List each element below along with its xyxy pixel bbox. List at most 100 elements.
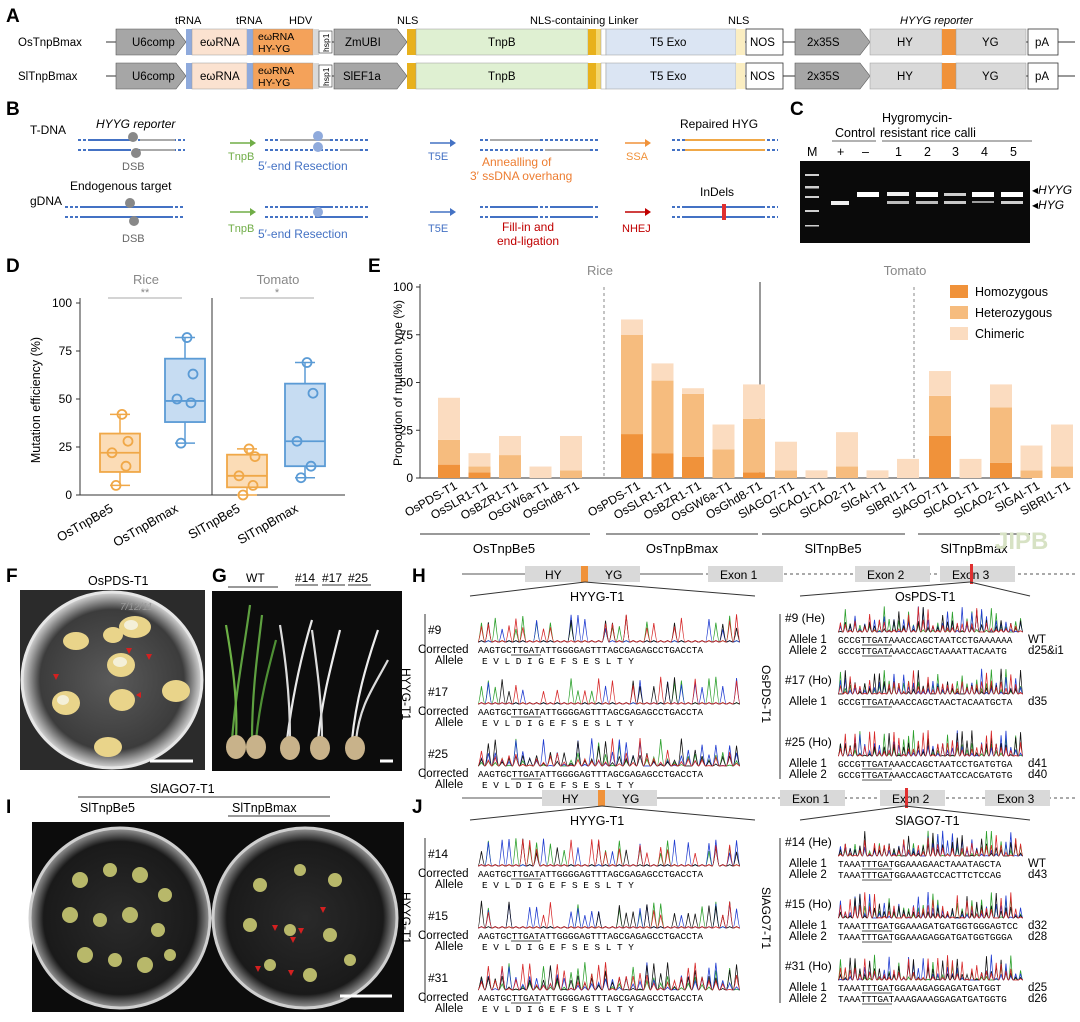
y-tick-label: 25: [59, 440, 73, 454]
nhej-label: NHEJ: [622, 223, 651, 235]
hy-region: [525, 566, 581, 582]
lane-pos: +: [837, 145, 844, 159]
chromatogram-trace: [477, 738, 741, 767]
band-hyyg: ◂HYYG: [1032, 183, 1072, 197]
arrow-marker: [126, 648, 132, 654]
dsb-label-2: DSB: [122, 233, 145, 245]
chromatogram-trace: [837, 955, 1024, 981]
arrow-icon-6: [645, 208, 651, 216]
data-point: [237, 489, 249, 501]
corrected-sequence: AAGTGCTTGATATTGGGGAGTTTAGCGAGAGCCTGACCTA: [478, 869, 703, 880]
allele-tag: d32: [1028, 920, 1047, 932]
zoom-line: [469, 805, 603, 821]
left-vertical-label: HYYG-T1: [399, 892, 413, 944]
arrow-marker-5: [272, 925, 278, 931]
tnpb-step-label-2: TnpB: [228, 223, 254, 235]
panel-label-c: C: [790, 99, 804, 120]
zoom-line: [969, 581, 1031, 597]
y-axis-title: Proportion of mutation type (%): [391, 300, 405, 466]
legend-label: Heterozygous: [975, 306, 1052, 320]
bar-heterozygous: [775, 470, 797, 478]
lane-3: 3: [952, 145, 959, 159]
corrected-sequence: AAGTGCTTGATATTGGGGAGTTTAGCGAGAGCCTGACCTA: [478, 993, 703, 1004]
data-point: [301, 357, 313, 368]
ewrna-label: eωRNA: [200, 37, 240, 49]
bar-homozygous: [929, 435, 951, 478]
slef1a-promoter: [333, 62, 408, 90]
aa-sequence: E V L D I G E F S E S L T Y: [482, 942, 634, 953]
exon-3: [985, 790, 1050, 806]
bar-heterozygous: [682, 393, 704, 457]
aa-sequence: E V L D I G E F S E S L T Y: [482, 880, 634, 891]
corrected-sequence: AAGTGCTTGATATTGGGGAGTTTAGCGAGAGCCTGACCTA: [478, 645, 703, 656]
category-label: OsTnpBe5: [54, 501, 115, 545]
t5e-label-1: T5E: [428, 151, 448, 163]
p35s-promoter-2: [794, 62, 871, 90]
nos-label-2: NOS: [750, 71, 775, 83]
reporter-label: HYYG reporter: [900, 15, 974, 27]
hsp-terminator-2: [318, 64, 333, 88]
y-tick-label: 0: [406, 471, 413, 485]
cut-site-mark: [970, 564, 973, 584]
bar-chimeric: [836, 432, 858, 467]
bar-homozygous: [468, 472, 491, 478]
lane-4: 4: [981, 145, 988, 159]
box-SlTnpBmax: [284, 382, 326, 468]
panel-label-e: E: [368, 256, 381, 277]
bar-heterozygous: [712, 449, 735, 478]
exon-2: [880, 790, 945, 806]
panel-i-title: SlAGO7-T1: [150, 782, 215, 796]
legend-label: Homozygous: [975, 285, 1048, 299]
allele-row-label: Allele 1: [789, 634, 827, 646]
allele-label: Allele: [435, 879, 463, 891]
tnpb-icon: [128, 132, 138, 142]
allele-tag: d35: [1028, 696, 1047, 708]
bar-heterozygous: [499, 455, 521, 478]
allele-tag: d25: [1028, 982, 1047, 994]
lane-m: M: [807, 145, 817, 159]
bar-chimeric: [621, 319, 643, 335]
category-label: SlTnpBmax: [235, 500, 301, 547]
bar-chimeric: [560, 435, 582, 471]
ssa-label: SSA: [626, 151, 649, 163]
chromatogram-trace: [477, 839, 741, 867]
bar-heterozygous: [743, 418, 765, 473]
linker-label: NLS-containing Linker: [530, 15, 639, 27]
allele-tag: d41: [1028, 758, 1047, 770]
allele-label: Allele: [435, 779, 463, 791]
bar-chimeric: [529, 466, 552, 478]
hy-block-2: [869, 62, 943, 90]
t5-icon-3: [313, 207, 323, 217]
wt-label: WT: [246, 571, 265, 585]
bar-homozygous: [651, 453, 674, 478]
t5exo-label-2: T5 Exo: [650, 71, 686, 83]
hdv-block: [313, 29, 319, 55]
sample-label: #31: [428, 971, 448, 985]
right-sample-label: #25 (Ho): [785, 735, 832, 749]
indel-mark: [722, 204, 726, 220]
corrected-sequence: AAGTGCTTGATATTGGGGAGTTTAGCGAGAGCCTGACCTA: [478, 769, 703, 780]
chromatogram-trace: [477, 901, 741, 929]
data-point: [110, 479, 122, 491]
aa-sequence: E V L D I G E F S E S L T Y: [482, 718, 634, 729]
box-SlTnpBe5: [226, 453, 268, 489]
linker-nls-3: [588, 63, 596, 89]
bar-chimeric: [743, 384, 765, 419]
ewrna-hyyg-block-2: [252, 62, 314, 90]
panel-d-boxplot: 0 25 50 75 100 Mutation efficiency (%) Rice Tom…: [29, 272, 345, 550]
zmubi-label: ZmUBI: [345, 37, 381, 49]
bar-homozygous: [621, 434, 643, 478]
y-tick-label: 50: [400, 376, 414, 390]
sample-label: #17: [428, 685, 448, 699]
t5exo-block: [605, 28, 737, 56]
corrected-sequence: AAGTGCTTGATATTGGGGAGTTTAGCGAGAGCCTGACCTA: [478, 931, 703, 942]
t5-icon-2: [313, 142, 323, 152]
data-point: [305, 460, 317, 472]
anneal-label-1: Annealling of: [482, 155, 552, 169]
allele-row-label: Allele 2: [789, 869, 827, 881]
allele-row-label: Allele 2: [789, 931, 827, 943]
panel-g-photo: [212, 591, 402, 771]
repaired-label: Repaired HYG: [680, 117, 758, 131]
